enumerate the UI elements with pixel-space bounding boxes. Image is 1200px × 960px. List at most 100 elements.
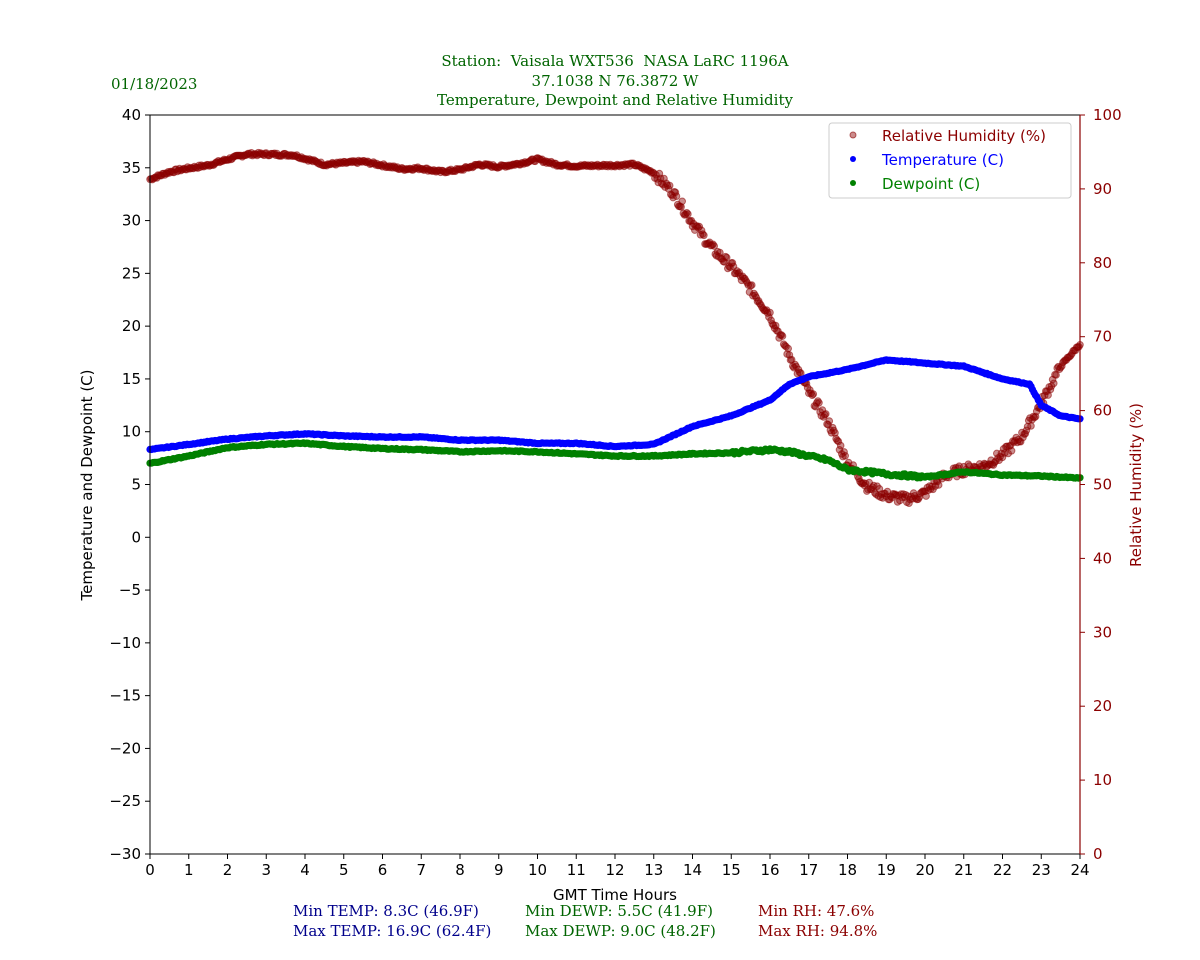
dewpoint-series: [146, 439, 1084, 482]
rh-point: [672, 192, 681, 200]
temperature-series: [146, 356, 1084, 454]
x-tick-label: 12: [605, 861, 624, 879]
rh-point: [1027, 422, 1035, 430]
legend-rh-marker: [849, 131, 857, 139]
legend: Relative Humidity (%) Temperature (C) De…: [828, 122, 1072, 199]
y-tick-label: −10: [109, 634, 141, 652]
rh-point: [678, 197, 687, 206]
y-tick-label: 15: [122, 370, 141, 388]
x-tick-label: 5: [339, 861, 349, 879]
y2-tick-label: 20: [1093, 697, 1112, 715]
x-tick-label: 16: [760, 861, 779, 879]
y-tick-label: 20: [122, 317, 141, 335]
max-temp-stat: Max TEMP: 16.9C (62.4F): [293, 922, 491, 940]
y2-tick-label: 50: [1093, 476, 1112, 494]
y2-tick-label: 60: [1093, 402, 1112, 420]
y2-axis-label: Relative Humidity (%): [1127, 403, 1145, 567]
x-tick-label: 6: [378, 861, 388, 879]
x-tick-label: 20: [915, 861, 934, 879]
rh-point: [716, 248, 724, 257]
rh-point: [695, 222, 704, 231]
x-tick-label: 13: [644, 861, 663, 879]
x-tick-label: 15: [722, 861, 741, 879]
y-axis-ticks: 40 35 30 25 20 15 10 5 0 −5 −10 −15 −20 −25 −30: [109, 106, 150, 863]
x-tick-label: 4: [300, 861, 310, 879]
x-tick-label: 23: [1032, 861, 1051, 879]
rh-point: [822, 410, 830, 418]
x-tick-label: 11: [567, 861, 586, 879]
x-tick-label: 2: [223, 861, 233, 879]
legend-temperature-marker: [850, 156, 856, 162]
rh-point: [722, 253, 731, 262]
y-tick-label: 35: [122, 159, 141, 177]
legend-rh-label: Relative Humidity (%): [882, 127, 1046, 145]
x-tick-label: 1: [184, 861, 194, 879]
rh-point: [784, 344, 793, 353]
y-tick-label: −15: [109, 687, 141, 705]
x-axis-ticks: 0 1 2 3 4 5 6 7 8 9 10 11 12 13 14 15 16 17 18 19 20 21 22 23 24: [145, 854, 1090, 879]
y2-tick-label: 40: [1093, 549, 1112, 567]
y-tick-label: −25: [109, 792, 141, 810]
rh-point: [998, 453, 1007, 462]
x-tick-label: 21: [954, 861, 973, 879]
y2-tick-label: 30: [1093, 623, 1112, 641]
rh-point: [1016, 437, 1025, 446]
y2-tick-label: 10: [1093, 771, 1112, 789]
x-tick-label: 22: [993, 861, 1012, 879]
rh-point: [808, 391, 817, 400]
max-dewp-stat: Max DEWP: 9.0C (48.2F): [525, 922, 716, 940]
rh-point: [1007, 447, 1016, 455]
rh-point: [766, 308, 774, 317]
x-tick-label: 10: [528, 861, 547, 879]
rh-point: [684, 210, 692, 218]
legend-temperature-label: Temperature (C): [881, 151, 1004, 169]
min-temp-stat: Min TEMP: 8.3C (46.9F): [293, 902, 479, 920]
legend-dewpoint-marker: [850, 180, 856, 186]
chart-title: Temperature, Dewpoint and Relative Humid…: [437, 91, 793, 109]
y2-tick-label: 90: [1093, 180, 1112, 198]
x-tick-label: 17: [799, 861, 818, 879]
rh-point: [677, 203, 685, 211]
y2-tick-label: 100: [1093, 106, 1122, 124]
y2-tick-label: 70: [1093, 328, 1112, 346]
x-tick-label: 7: [416, 861, 426, 879]
rh-point: [710, 242, 719, 250]
rh-point: [748, 281, 756, 289]
rh-point: [825, 417, 834, 425]
rh-point: [700, 231, 708, 240]
y-tick-label: 5: [131, 476, 141, 494]
y-axis-label: Temperature and Dewpoint (C): [78, 369, 96, 601]
x-axis-label: GMT Time Hours: [553, 886, 677, 904]
y-tick-label: −30: [109, 845, 141, 863]
y-tick-label: −5: [119, 581, 141, 599]
rh-series: [146, 148, 1084, 508]
x-tick-label: 8: [455, 861, 465, 879]
x-tick-label: 18: [838, 861, 857, 879]
rh-point: [1050, 379, 1058, 388]
y2-tick-label: 80: [1093, 254, 1112, 272]
max-rh-stat: Max RH: 94.8%: [758, 922, 877, 940]
rh-point: [665, 181, 674, 190]
date-label: 01/18/2023: [111, 75, 197, 93]
coords-title: 37.1038 N 76.3872 W: [532, 72, 699, 90]
legend-box: [828, 122, 1072, 199]
rh-point: [834, 437, 843, 446]
y-tick-label: 40: [122, 106, 141, 124]
x-tick-label: 3: [261, 861, 271, 879]
x-tick-label: 19: [877, 861, 896, 879]
x-tick-label: 24: [1070, 861, 1089, 879]
min-rh-stat: Min RH: 47.6%: [758, 902, 874, 920]
y-tick-label: 0: [131, 528, 141, 546]
y2-tick-label: 0: [1093, 845, 1103, 863]
rh-point: [831, 429, 839, 437]
min-dewp-stat: Min DEWP: 5.5C (41.9F): [525, 902, 713, 920]
rh-point: [778, 332, 787, 340]
rh-point: [841, 452, 850, 460]
station-title: Station: Vaisala WXT536 NASA LaRC 1196A: [441, 52, 788, 70]
x-tick-label: 9: [494, 861, 504, 879]
legend-dewpoint-label: Dewpoint (C): [882, 175, 980, 193]
x-tick-label: 0: [145, 861, 155, 879]
x-tick-label: 14: [683, 861, 702, 879]
